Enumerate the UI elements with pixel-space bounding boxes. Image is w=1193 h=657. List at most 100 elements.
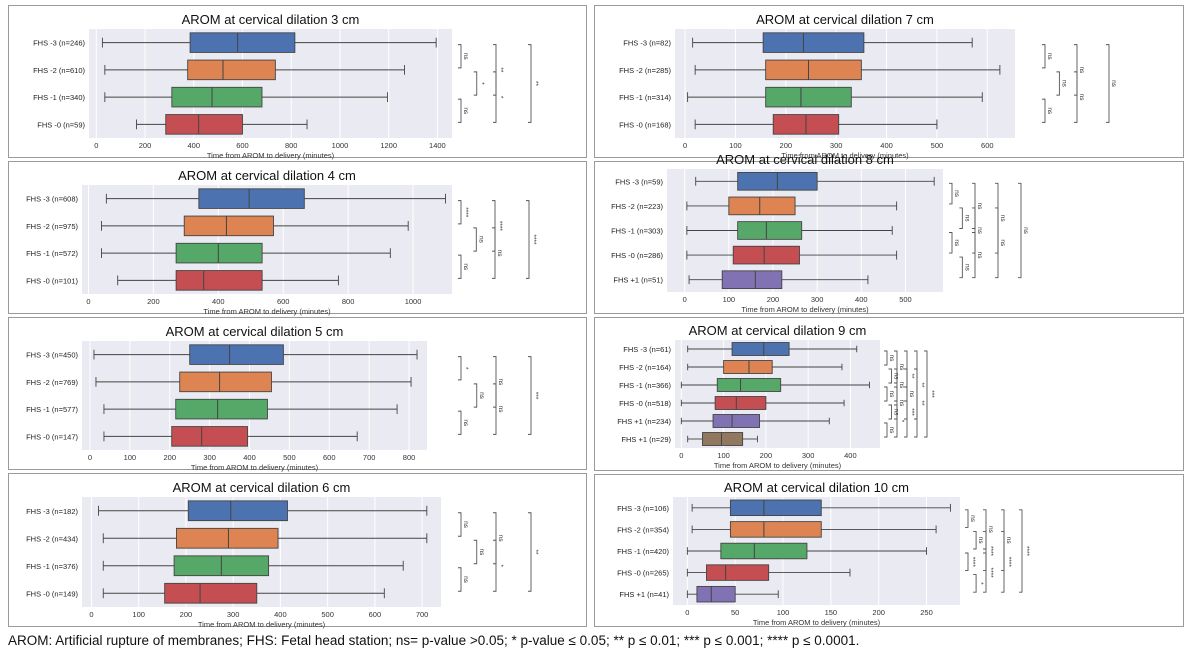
category-label: FHS -1 (n=577) <box>26 405 78 414</box>
iqr-box <box>171 426 248 447</box>
x-tick-label: 150 <box>825 608 838 617</box>
iqr-box <box>187 59 276 81</box>
iqr-box <box>175 270 263 291</box>
box-fhs-3: FHS -3 (n=450) <box>26 344 418 365</box>
significance-label: ns <box>1078 66 1085 74</box>
significance-bracket: ns <box>949 182 960 205</box>
significance-label: ns <box>987 526 994 534</box>
boxplot-5cm: AROM at cervical dilation 5 cm 0 100 200 300… <box>26 324 539 472</box>
bracket-line <box>884 350 888 366</box>
bracket-line <box>888 404 892 420</box>
category-label: FHS -1 (n=303) <box>611 227 663 236</box>
x-tick-label: 200 <box>139 141 152 150</box>
iqr-box <box>165 114 243 135</box>
x-tick-label: 400 <box>274 610 287 619</box>
category-label: FHS -0 (n=59) <box>37 120 85 129</box>
bracket-line <box>493 356 497 408</box>
x-tick-label: 0 <box>679 451 683 460</box>
x-tick-label: 100 <box>717 451 730 460</box>
iqr-box <box>187 500 288 522</box>
category-label: FHS +1 (n=29) <box>621 435 671 444</box>
significance-bracket: ns <box>972 182 983 229</box>
x-tick-label: 100 <box>132 610 145 619</box>
bracket-line <box>528 512 532 592</box>
significance-bracket: ns <box>473 539 485 565</box>
significance-bracket: ns <box>458 44 469 69</box>
bracket-line <box>1042 44 1046 69</box>
significance-label: ns <box>462 107 469 115</box>
significance-bracket: * <box>493 539 504 592</box>
bracket-line <box>973 574 977 593</box>
significance-bracket: * <box>894 404 905 438</box>
box-fhs-1: FHS -1 (n=572) <box>26 242 391 264</box>
box-fhs-0: FHS -0 (n=147) <box>26 426 358 447</box>
box-fhs+2: FHS +1 (n=29) <box>621 432 758 446</box>
x-axis-label: Time from AROM to delivery (minutes) <box>741 305 869 314</box>
box-fhs-3: FHS -3 (n=608) <box>26 188 446 209</box>
category-label: FHS -0 (n=168) <box>619 120 671 129</box>
x-tick-label: 400 <box>880 141 893 150</box>
significance-bracket: ns <box>458 98 469 123</box>
bracket-line <box>473 227 477 252</box>
significance-label: ns <box>497 406 504 414</box>
box-fhs-1: FHS -1 (n=303) <box>611 221 893 240</box>
box-fhs-0: FHS -0 (n=59) <box>37 114 308 135</box>
x-tick-label: 600 <box>277 297 290 306</box>
chart-panel-9cm: AROM at cervical dilation 9 cm 0 100 200 300… <box>594 317 1184 471</box>
x-tick-label: 0 <box>685 608 689 617</box>
significance-label: *** <box>928 390 935 398</box>
bracket-line <box>493 71 497 123</box>
x-tick-label: 300 <box>830 141 843 150</box>
significance-bracket: ** <box>493 44 504 96</box>
x-axis-label: Time from AROM to delivery (minutes) <box>203 307 331 316</box>
x-tick-label: 300 <box>203 453 216 462</box>
bracket-line <box>888 368 892 384</box>
iqr-box <box>696 585 736 603</box>
bracket-line <box>1074 44 1078 96</box>
x-tick-label: 1000 <box>405 297 422 306</box>
category-label: FHS -3 (n=106) <box>617 504 669 513</box>
category-label: FHS -1 (n=376) <box>26 562 78 571</box>
bracket-line <box>924 350 928 438</box>
iqr-box <box>706 564 770 581</box>
category-label: FHS +1 (n=51) <box>613 276 663 285</box>
bracket-line <box>949 182 953 205</box>
iqr-box <box>176 527 279 549</box>
bracket-line <box>458 200 462 225</box>
boxplot-9cm: AROM at cervical dilation 9 cm 0 100 200 300… <box>617 323 935 470</box>
box-fhs-2: FHS -2 (n=434) <box>26 527 428 549</box>
iqr-box <box>765 59 862 81</box>
x-tick-label: 50 <box>731 608 739 617</box>
significance-bracket: * <box>493 71 504 123</box>
box-fhs-3: FHS -3 (n=82) <box>623 32 973 53</box>
box-fhs-2: FHS -2 (n=354) <box>617 521 937 538</box>
significance-label: ns <box>898 400 905 408</box>
bracket-line <box>473 539 478 565</box>
significance-label: ns <box>999 215 1006 223</box>
x-tick-label: 1000 <box>332 141 349 150</box>
significance-label: ns <box>462 576 469 584</box>
x-tick-label: 700 <box>416 610 429 619</box>
box-fhs-2: FHS -2 (n=975) <box>26 215 409 237</box>
significance-bracket: ns <box>492 227 503 279</box>
x-tick-label: 0 <box>89 610 93 619</box>
chart-title: AROM at cervical dilation 7 cm <box>756 12 934 27</box>
significance-bracket: ns <box>973 530 984 550</box>
significance-bracket: ns <box>884 422 895 438</box>
x-tick-label: 300 <box>802 451 815 460</box>
iqr-box <box>723 360 773 374</box>
boxplot-6cm: AROM at cervical dilation 6 cm 0 100 200 300… <box>26 480 539 629</box>
category-label: FHS -2 (n=769) <box>26 378 78 387</box>
x-tick-label: 600 <box>236 141 249 150</box>
significance-bracket: ns <box>894 368 905 402</box>
box-fhs-1: FHS -1 (n=366) <box>619 378 870 392</box>
box-fhs-3: FHS -3 (n=59) <box>615 171 935 191</box>
x-tick-label: 200 <box>780 141 793 150</box>
box-fhs-3: FHS -3 (n=246) <box>33 32 437 53</box>
chart-panel-8cm: AROM at cervical dilation 8 cm 0 100 200 300… <box>594 152 1184 314</box>
significance-label: ns <box>477 236 484 244</box>
significance-label: ns <box>478 549 485 557</box>
box-fhs+1: FHS +1 (n=41) <box>619 585 779 603</box>
significance-bracket: ns <box>1056 71 1067 96</box>
bracket-line <box>493 44 497 96</box>
